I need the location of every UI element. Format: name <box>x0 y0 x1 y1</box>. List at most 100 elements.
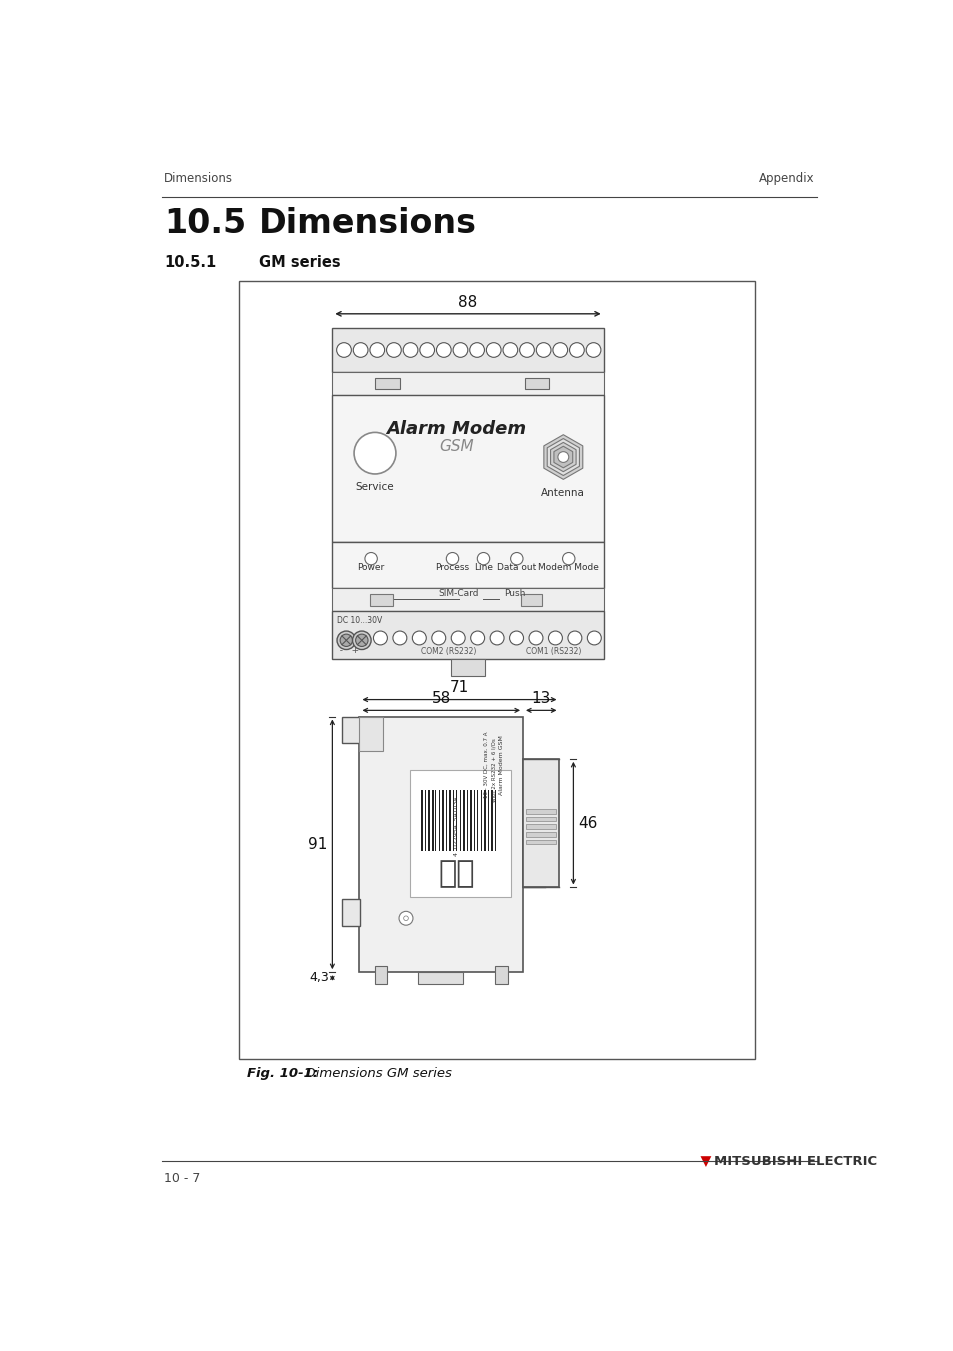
Text: DC 10...30V: DC 10...30V <box>336 616 382 626</box>
Bar <box>451 659 484 676</box>
Text: Dimensions: Dimensions <box>258 207 476 239</box>
Text: 10 - 7: 10 - 7 <box>164 1173 200 1185</box>
Circle shape <box>393 631 406 644</box>
Circle shape <box>398 912 413 925</box>
Bar <box>453 790 454 851</box>
Text: MITSUBISHI ELECTRIC: MITSUBISHI ELECTRIC <box>714 1155 877 1169</box>
Circle shape <box>403 916 408 920</box>
Bar <box>470 790 472 851</box>
Circle shape <box>476 553 489 565</box>
Text: 91: 91 <box>308 836 328 852</box>
Text: 4  027954  541034: 4 027954 541034 <box>454 797 458 857</box>
Bar <box>332 542 603 588</box>
Text: 58: 58 <box>431 690 451 705</box>
Circle shape <box>412 631 426 644</box>
Circle shape <box>336 343 351 357</box>
Bar <box>525 832 556 836</box>
Bar <box>525 824 556 830</box>
Polygon shape <box>547 439 578 476</box>
Bar <box>418 973 463 984</box>
Circle shape <box>340 634 353 646</box>
Bar <box>375 378 399 389</box>
Circle shape <box>386 343 401 357</box>
Circle shape <box>373 631 387 644</box>
Text: Modem Mode: Modem Mode <box>537 563 598 573</box>
Circle shape <box>490 631 503 644</box>
Circle shape <box>353 343 368 357</box>
Polygon shape <box>554 446 572 467</box>
Bar <box>459 790 461 851</box>
Bar <box>421 790 422 851</box>
Bar <box>332 328 603 373</box>
Bar <box>522 759 558 888</box>
Circle shape <box>509 631 523 644</box>
Circle shape <box>553 343 567 357</box>
Text: 88: 88 <box>457 295 477 309</box>
Circle shape <box>585 343 600 357</box>
Text: -   +: - + <box>334 646 358 655</box>
Bar <box>410 770 510 897</box>
Circle shape <box>548 631 562 644</box>
Text: Antenna: Antenna <box>540 488 584 497</box>
Circle shape <box>336 631 355 650</box>
Text: 10 - 30V DC, max. 0.7 A: 10 - 30V DC, max. 0.7 A <box>483 732 488 798</box>
Circle shape <box>562 553 575 565</box>
Bar <box>359 716 522 973</box>
Circle shape <box>587 631 600 644</box>
Text: 10.5.1: 10.5.1 <box>164 254 216 269</box>
Circle shape <box>469 343 484 357</box>
Bar <box>525 816 556 821</box>
Circle shape <box>536 343 551 357</box>
Bar <box>332 396 603 542</box>
Circle shape <box>355 634 368 646</box>
Text: GSM: GSM <box>438 439 474 454</box>
Bar <box>495 790 496 851</box>
Text: ⒸⒺ: ⒸⒺ <box>437 859 475 888</box>
Text: Data out: Data out <box>497 563 536 573</box>
Bar <box>491 790 493 851</box>
Circle shape <box>567 631 581 644</box>
Bar <box>520 594 542 607</box>
Text: 10.5: 10.5 <box>164 207 246 239</box>
Circle shape <box>432 631 445 644</box>
Circle shape <box>529 631 542 644</box>
Bar <box>438 790 440 851</box>
Text: Dimensions: Dimensions <box>164 172 233 185</box>
Text: Service: Service <box>355 482 394 492</box>
Bar <box>359 716 382 751</box>
Bar <box>332 373 603 396</box>
Circle shape <box>558 451 568 462</box>
Circle shape <box>353 631 371 650</box>
Circle shape <box>419 343 434 357</box>
Text: 46: 46 <box>578 816 597 831</box>
Text: Process: Process <box>435 563 469 573</box>
Text: Fig. 10-1:: Fig. 10-1: <box>247 1067 318 1079</box>
Bar <box>495 966 507 984</box>
Text: Line: Line <box>474 563 493 573</box>
Bar <box>484 790 485 851</box>
Text: Push: Push <box>504 589 525 597</box>
Circle shape <box>436 343 451 357</box>
Text: Dimensions GM series: Dimensions GM series <box>297 1067 452 1079</box>
Bar <box>342 898 359 925</box>
Circle shape <box>403 343 417 357</box>
Text: Power: Power <box>357 563 384 573</box>
Circle shape <box>502 343 517 357</box>
Polygon shape <box>700 1156 711 1167</box>
Bar <box>480 790 482 851</box>
Bar <box>332 611 603 659</box>
Text: COM1 (RS232): COM1 (RS232) <box>525 647 580 657</box>
Circle shape <box>451 631 465 644</box>
Circle shape <box>519 343 534 357</box>
Circle shape <box>470 631 484 644</box>
Circle shape <box>370 343 384 357</box>
Bar <box>474 790 475 851</box>
Text: COM2 (RS232): COM2 (RS232) <box>420 647 476 657</box>
Polygon shape <box>543 435 582 480</box>
Bar <box>342 716 359 743</box>
Bar <box>432 790 433 851</box>
Bar <box>375 966 387 984</box>
Bar <box>463 790 464 851</box>
Circle shape <box>569 343 583 357</box>
Bar <box>369 594 393 607</box>
